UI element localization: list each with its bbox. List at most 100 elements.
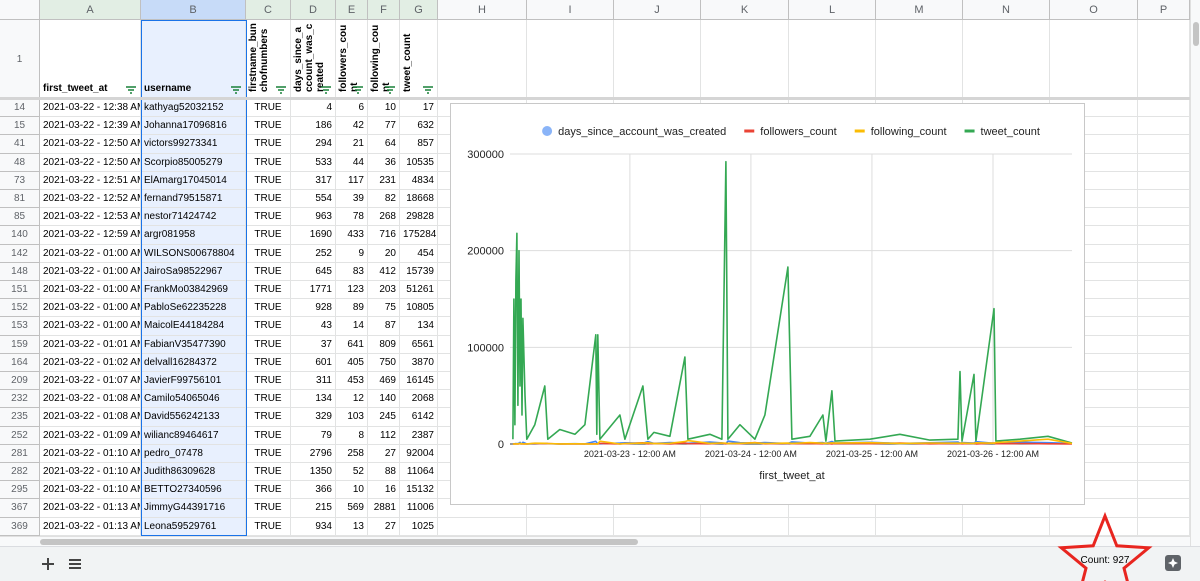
cell[interactable]: Johanna17096816 <box>141 117 246 136</box>
empty-cell[interactable] <box>1050 281 1138 300</box>
cell[interactable]: 934 <box>291 517 336 536</box>
cell[interactable]: 2021-03-22 - 01:08 AM <box>40 408 141 427</box>
cell[interactable]: 2021-03-22 - 01:00 AM <box>40 299 141 318</box>
cell[interactable]: 2021-03-22 - 12:53 AM <box>40 208 141 227</box>
empty-cell[interactable] <box>1138 390 1190 409</box>
empty-cell[interactable] <box>1138 426 1190 445</box>
empty-cell[interactable] <box>614 517 701 536</box>
cell[interactable]: 641 <box>336 335 368 354</box>
cell[interactable]: 857 <box>400 135 438 154</box>
add-sheet-button[interactable] <box>38 554 58 574</box>
empty-cell[interactable] <box>1050 262 1138 281</box>
header-cell[interactable]: days_since_account_was_created <box>291 20 336 99</box>
cell[interactable]: TRUE <box>246 99 291 118</box>
empty-cell[interactable] <box>1138 335 1190 354</box>
empty-cell[interactable] <box>1138 499 1190 518</box>
cell[interactable]: TRUE <box>246 226 291 245</box>
empty-cell[interactable] <box>1138 99 1190 118</box>
cell[interactable]: 11064 <box>400 463 438 482</box>
vertical-scrollbar[interactable] <box>1190 0 1200 546</box>
cell[interactable]: 112 <box>368 426 400 445</box>
cell[interactable]: 268 <box>368 208 400 227</box>
column-header[interactable]: B <box>141 0 246 20</box>
cell[interactable]: 2021-03-22 - 01:10 AM <box>40 444 141 463</box>
empty-cell[interactable] <box>1050 153 1138 172</box>
status-count[interactable]: Count: 927 <box>1081 555 1130 566</box>
cell[interactable]: 37 <box>291 335 336 354</box>
column-header[interactable]: F <box>368 0 400 20</box>
cell[interactable]: 175284 <box>400 226 438 245</box>
empty-cell[interactable] <box>614 20 701 99</box>
cell[interactable]: 2021-03-22 - 01:00 AM <box>40 244 141 263</box>
row-number[interactable]: 48 <box>0 153 40 172</box>
cell[interactable]: victors99273341 <box>141 135 246 154</box>
cell[interactable]: 18668 <box>400 190 438 209</box>
empty-cell[interactable] <box>1050 444 1138 463</box>
cell[interactable]: 78 <box>336 208 368 227</box>
cell[interactable]: 10 <box>368 99 400 118</box>
empty-cell[interactable] <box>1050 117 1138 136</box>
row-number[interactable]: 81 <box>0 190 40 209</box>
cell[interactable]: TRUE <box>246 135 291 154</box>
cell[interactable]: 16 <box>368 481 400 500</box>
column-header[interactable]: G <box>400 0 438 20</box>
scroll-thumb[interactable] <box>1193 22 1199 46</box>
cell[interactable]: 928 <box>291 299 336 318</box>
empty-cell[interactable] <box>1050 408 1138 427</box>
empty-cell[interactable] <box>1050 208 1138 227</box>
row-number[interactable]: 14 <box>0 99 40 118</box>
empty-cell[interactable] <box>438 499 527 518</box>
empty-cell[interactable] <box>1138 153 1190 172</box>
empty-cell[interactable] <box>1050 99 1138 118</box>
cell[interactable]: 4834 <box>400 171 438 190</box>
cell[interactable]: 4 <box>291 99 336 118</box>
cell[interactable]: FabianV35477390 <box>141 335 246 354</box>
cell[interactable]: 245 <box>368 408 400 427</box>
header-cell[interactable]: first_tweet_at <box>40 20 141 99</box>
cell[interactable]: JairoSa98522967 <box>141 262 246 281</box>
cell[interactable]: 39 <box>336 190 368 209</box>
row-number[interactable]: 152 <box>0 299 40 318</box>
cell[interactable]: 36 <box>368 153 400 172</box>
empty-cell[interactable] <box>438 517 527 536</box>
empty-cell[interactable] <box>876 20 963 99</box>
cell[interactable]: nestor71424742 <box>141 208 246 227</box>
cell[interactable]: TRUE <box>246 281 291 300</box>
empty-cell[interactable] <box>789 499 876 518</box>
cell[interactable]: wilianc89464617 <box>141 426 246 445</box>
header-cell[interactable]: username <box>141 20 246 99</box>
cell[interactable]: TRUE <box>246 335 291 354</box>
cell[interactable]: 43 <box>291 317 336 336</box>
cell[interactable]: 2021-03-22 - 01:00 AM <box>40 317 141 336</box>
cell[interactable]: 10 <box>336 481 368 500</box>
cell[interactable]: TRUE <box>246 463 291 482</box>
cell[interactable]: 2021-03-22 - 12:59 AM <box>40 226 141 245</box>
cell[interactable]: 2021-03-22 - 01:00 AM <box>40 281 141 300</box>
cell[interactable]: 329 <box>291 408 336 427</box>
column-header[interactable]: M <box>876 0 963 20</box>
empty-cell[interactable] <box>701 499 789 518</box>
row-number[interactable]: 235 <box>0 408 40 427</box>
row-number[interactable]: 252 <box>0 426 40 445</box>
cell[interactable]: 15132 <box>400 481 438 500</box>
cell[interactable]: delvall16284372 <box>141 353 246 372</box>
row-number[interactable]: 73 <box>0 171 40 190</box>
cell[interactable]: 82 <box>368 190 400 209</box>
cell[interactable]: 809 <box>368 335 400 354</box>
cell[interactable]: 140 <box>368 390 400 409</box>
cell[interactable]: PabloSe62235228 <box>141 299 246 318</box>
cell[interactable]: JavierF99756101 <box>141 372 246 391</box>
header-cell[interactable]: tweet_count <box>400 20 438 99</box>
cell[interactable]: Leona59529761 <box>141 517 246 536</box>
cell[interactable]: 12 <box>336 390 368 409</box>
cell[interactable]: 533 <box>291 153 336 172</box>
cell[interactable]: 89 <box>336 299 368 318</box>
row-number[interactable]: 159 <box>0 335 40 354</box>
column-header[interactable]: C <box>246 0 291 20</box>
filter-button[interactable] <box>125 86 137 94</box>
empty-cell[interactable] <box>1050 372 1138 391</box>
cell[interactable]: 21 <box>336 135 368 154</box>
scroll-thumb[interactable] <box>40 539 638 545</box>
cell[interactable]: 64 <box>368 135 400 154</box>
cell[interactable]: 51261 <box>400 281 438 300</box>
